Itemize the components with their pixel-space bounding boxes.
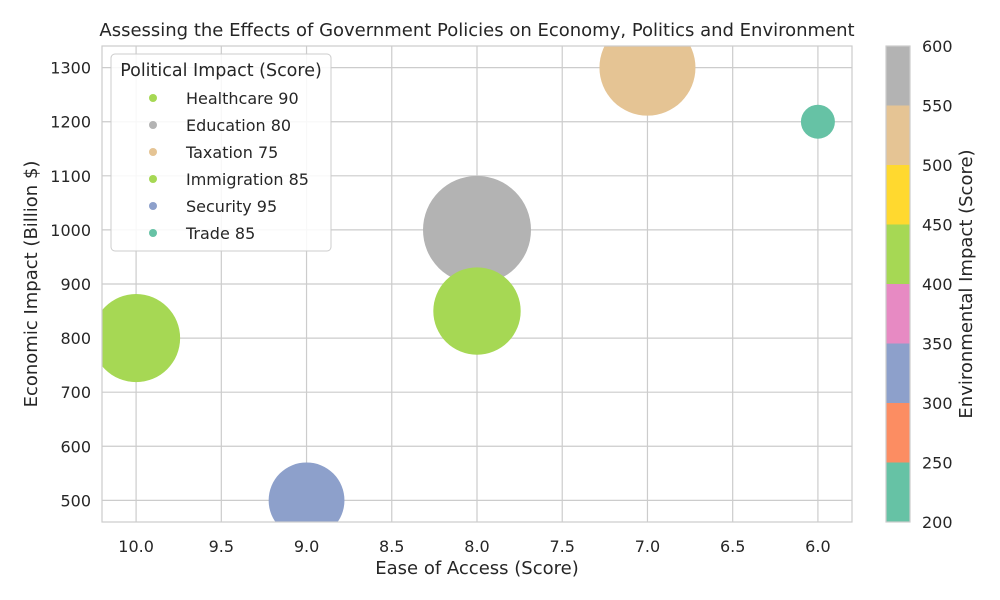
legend-marker (149, 175, 157, 183)
x-axis-label: Ease of Access (Score) (375, 558, 578, 579)
legend-marker (149, 202, 157, 210)
colorbar-tick-label: 350 (922, 335, 953, 354)
bubbles-layer (102, 46, 835, 522)
y-tick-label: 600 (60, 437, 91, 456)
y-tick-label: 500 (60, 491, 91, 510)
x-tick-label: 7.0 (635, 537, 660, 556)
x-tick-label: 10.0 (118, 537, 154, 556)
y-tick-label: 1300 (50, 59, 91, 78)
bubble-taxation (599, 46, 696, 116)
colorbar-tick-label: 250 (922, 454, 953, 473)
colorbar-frame (885, 45, 911, 523)
colorbar-segment (886, 224, 910, 284)
legend-entry: Taxation 75 (185, 143, 278, 162)
x-tick-labels: 10.0 9.5 9.0 8.5 8.0 7.5 7.0 6.5 6.0 (118, 537, 830, 556)
colorbar-tick-label: 400 (922, 275, 953, 294)
bubble-education (423, 175, 531, 284)
plot-frame (101, 45, 853, 523)
legend-frame (110, 53, 332, 252)
colorbar-segment (886, 46, 910, 106)
bubble-security (268, 462, 345, 522)
x-tick-label: 9.5 (209, 537, 234, 556)
y-axis-label: Economic Impact (Billion $) (21, 161, 42, 408)
y-tick-label: 800 (60, 329, 91, 348)
colorbar-tick-label: 450 (922, 216, 953, 235)
y-tick-label: 1000 (50, 221, 91, 240)
bubble-immigration (433, 267, 521, 355)
colorbar-segment (886, 462, 910, 522)
y-tick-label: 1100 (50, 167, 91, 186)
colorbar-tick-label: 500 (922, 156, 953, 175)
x-tick-label: 7.5 (550, 537, 575, 556)
colorbar-segment (886, 343, 910, 403)
legend-title: Political Impact (Score) (120, 61, 322, 81)
y-tick-label: 900 (60, 275, 91, 294)
legend-marker (149, 148, 157, 156)
y-tick-label: 1200 (50, 113, 91, 132)
legend-entry: Immigration 85 (186, 170, 309, 189)
legend-marker (149, 121, 157, 129)
colorbar-segment (886, 165, 910, 225)
legend: Political Impact (Score) Healthcare 90 Ed… (110, 53, 332, 252)
y-tick-labels: 500 600 700 800 900 1000 1100 1200 1300 (50, 59, 91, 511)
x-tick-label: 6.0 (805, 537, 830, 556)
colorbar-segment (886, 284, 910, 344)
x-tick-label: 6.5 (720, 537, 745, 556)
chart-title: Assessing the Effects of Government Poli… (99, 20, 854, 41)
x-tick-label: 8.5 (379, 537, 404, 556)
colorbar-segment (886, 105, 910, 165)
y-tick-label: 700 (60, 383, 91, 402)
legend-marker (149, 229, 157, 237)
legend-entry: Healthcare 90 (186, 89, 299, 108)
legend-entry: Trade 85 (185, 224, 255, 243)
legend-marker (149, 94, 157, 102)
legend-entry: Security 95 (186, 197, 277, 216)
bubble-healthcare (102, 294, 181, 383)
colorbar-segment (886, 403, 910, 463)
colorbar-tick-label: 200 (922, 513, 953, 532)
x-tick-label: 8.0 (464, 537, 489, 556)
bubble-trade (800, 104, 835, 139)
colorbar-tick-label: 550 (922, 97, 953, 116)
x-tick-label: 9.0 (294, 537, 319, 556)
colorbar-tick-label: 600 (922, 37, 953, 56)
legend-entry: Education 80 (186, 116, 291, 135)
colorbar-tick-label: 300 (922, 394, 953, 413)
colorbar-label: Environmental Impact (Score) (956, 149, 977, 418)
colorbar: 200 250 300 350 400 450 500 550 600 (885, 37, 953, 532)
